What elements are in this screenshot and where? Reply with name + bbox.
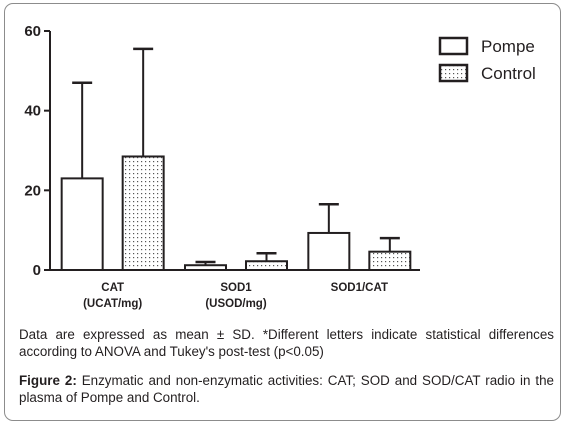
figure-caption-text: Enzymatic and non-enzymatic activities: … — [19, 373, 554, 405]
x-tick-label-1: SOD1 — [220, 282, 252, 294]
x-tick-sublabel-1: (USOD/mg) — [205, 298, 267, 310]
axes: 0 20 40 60 — [24, 23, 420, 279]
figure-caption: Figure 2: Enzymatic and non-enzymatic ac… — [19, 372, 554, 406]
y-tick-label-3: 60 — [24, 23, 41, 40]
legend-swatch-control — [438, 63, 469, 83]
bar-chart: 0 20 40 60 CAT (UCAT/mg) SOD1 (USOD/mg) SOD1/CA… — [24, 23, 536, 310]
legend: Pompe Control — [438, 36, 536, 83]
y-tick-label-0: 0 — [33, 262, 41, 279]
y-tick-label-1: 20 — [24, 182, 41, 199]
bar-control-1 — [245, 260, 288, 271]
x-tick-sublabel-0: (UCAT/mg) — [83, 298, 142, 310]
x-tick-labels: CAT (UCAT/mg) SOD1 (USOD/mg) SOD1/CAT — [83, 282, 388, 310]
bar-control-0 — [121, 155, 165, 272]
x-tick-label-2: SOD1/CAT — [331, 282, 388, 294]
error-bars — [72, 47, 400, 266]
x-tick-label-0: CAT — [101, 282, 124, 294]
bar-pompe-2 — [307, 231, 351, 271]
legend-label-pompe: Pompe — [481, 37, 535, 56]
y-tick-label-2: 40 — [24, 103, 41, 120]
bar-pompe-1 — [184, 264, 227, 272]
figure-label: Figure 2: — [19, 373, 77, 388]
caption-note: Data are expressed as mean ± SD. *Differ… — [19, 327, 554, 359]
legend-swatch-pompe — [438, 36, 469, 56]
bar-control-2 — [368, 250, 412, 271]
bars — [60, 155, 412, 272]
legend-label-control: Control — [481, 64, 536, 83]
bar-pompe-0 — [60, 177, 104, 271]
